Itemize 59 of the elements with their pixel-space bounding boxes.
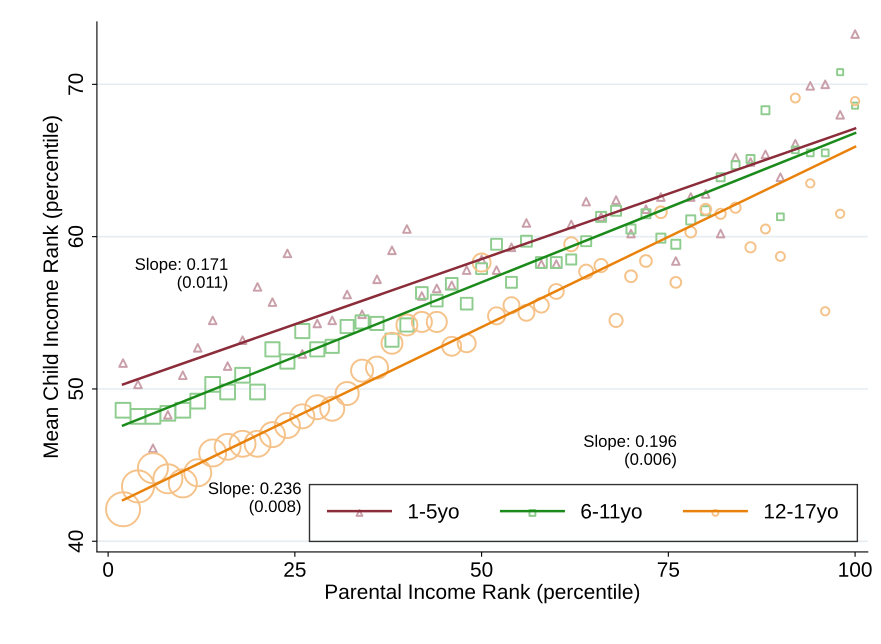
- legend-label: 12-17yo: [764, 504, 838, 523]
- legend-label: 1-5yo: [408, 504, 459, 523]
- x-tick-label: 100: [839, 562, 872, 577]
- point: [716, 228, 726, 238]
- point: [372, 274, 382, 284]
- point: [432, 284, 442, 294]
- x-tick-label: 25: [284, 562, 306, 577]
- annotation: Slope: 0.171 (0.011): [135, 258, 228, 292]
- point: [462, 265, 472, 275]
- point: [342, 290, 352, 300]
- point: [222, 361, 232, 371]
- point: [581, 196, 591, 206]
- point: [566, 220, 576, 230]
- point: [835, 110, 845, 120]
- point: [820, 80, 830, 90]
- point: [760, 150, 770, 160]
- x-tick-label: 0: [103, 562, 114, 577]
- point: [641, 204, 651, 214]
- point: [387, 246, 397, 256]
- point: [656, 192, 666, 202]
- point: [686, 192, 696, 202]
- x-tick-label: 50: [470, 562, 492, 577]
- point: [312, 318, 322, 328]
- point: [192, 343, 203, 353]
- point: [492, 265, 502, 275]
- point: [522, 218, 532, 228]
- point: [700, 189, 710, 199]
- y-tick-label: 60: [68, 226, 84, 248]
- annotation: Slope: 0.236 (0.008): [208, 482, 301, 516]
- y-tick-label: 50: [68, 378, 84, 400]
- point: [178, 370, 188, 380]
- point: [730, 152, 740, 162]
- point: [133, 380, 143, 390]
- point: [357, 310, 367, 320]
- point: [611, 195, 621, 205]
- point: [148, 444, 158, 454]
- point: [327, 316, 337, 326]
- point: [402, 224, 412, 234]
- point: [208, 316, 218, 326]
- point: [252, 282, 262, 292]
- point: [671, 256, 681, 266]
- point: [776, 172, 786, 182]
- point: [298, 349, 308, 359]
- x-axis-title: Parental Income Rank (percentile): [326, 584, 640, 604]
- point: [282, 248, 292, 258]
- point: [746, 157, 756, 167]
- point: [850, 29, 860, 39]
- point: [805, 81, 816, 91]
- point: [506, 242, 516, 252]
- annotation: Slope: 0.196 (0.006): [584, 434, 676, 468]
- x-tick-label: 75: [658, 562, 680, 577]
- point: [626, 228, 636, 238]
- y-tick-label: 40: [68, 530, 84, 552]
- legend-label: 6-11yo: [581, 504, 642, 523]
- point: [238, 335, 248, 345]
- point: [268, 297, 278, 307]
- point: [118, 358, 128, 368]
- y-axis-title: Mean Child Income Rank (percentile): [42, 116, 62, 458]
- y-tick-label: 70: [68, 74, 84, 95]
